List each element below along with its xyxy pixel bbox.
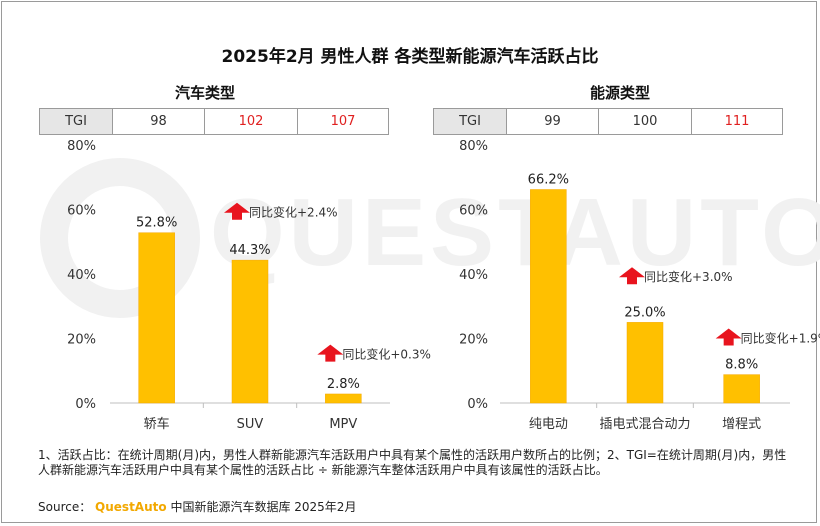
source-prefix: Source： — [38, 500, 92, 514]
bar-value-label: 8.8% — [725, 358, 758, 373]
tgi-value: 100 — [598, 109, 691, 134]
bar-value-label: 25.0% — [624, 305, 665, 320]
source-line: Source： QuestAuto 中国新能源汽车数据库 2025年2月 — [38, 498, 356, 515]
bar — [723, 374, 760, 404]
up-arrow-icon — [224, 202, 250, 220]
change-annotation: 同比变化+1.9% — [741, 331, 820, 346]
y-tick-label: 0% — [75, 397, 96, 412]
tgi-value: 107 — [297, 109, 388, 134]
tgi-header: TGI — [40, 109, 112, 134]
left-tgi-table: TGI 98 102 107 — [39, 108, 389, 135]
change-annotation: 同比变化+3.0% — [644, 269, 733, 284]
x-tick-label: 增程式 — [722, 417, 761, 432]
y-tick-label: 60% — [67, 204, 96, 219]
y-tick-label: 40% — [459, 268, 488, 283]
right-chart-subtitle: 能源类型 — [589, 84, 650, 102]
y-tick-label: 20% — [67, 333, 96, 348]
y-tick-label: 80% — [459, 139, 488, 154]
bar-value-label: 44.3% — [229, 243, 270, 258]
left-chart-subtitle: 汽车类型 — [174, 84, 235, 102]
y-tick-label: 20% — [459, 333, 488, 348]
change-annotation: 同比变化+2.4% — [249, 205, 338, 220]
bar-value-label: 66.2% — [528, 173, 569, 188]
bar — [138, 232, 175, 404]
right-tgi-table: TGI 99 100 111 — [433, 108, 783, 135]
x-tick-label: SUV — [237, 417, 264, 432]
bar — [325, 393, 362, 404]
x-tick-label: 纯电动 — [529, 417, 568, 432]
tgi-value: 99 — [506, 109, 598, 134]
x-tick-label: 轿车 — [144, 416, 170, 432]
y-tick-label: 60% — [459, 204, 488, 219]
watermark-text: QUESTAUTO — [210, 179, 820, 286]
x-tick-label: 插电式混合动力 — [599, 417, 690, 432]
footnotes: 1、活跃占比：在统计周期(月)内，男性人群新能源汽车活跃用户中具有某个属性的活跃… — [38, 448, 787, 477]
tgi-value: 102 — [204, 109, 297, 134]
bar — [530, 189, 567, 404]
change-annotation: 同比变化+0.3% — [342, 347, 431, 362]
up-arrow-icon — [619, 267, 645, 285]
y-tick-label: 0% — [467, 397, 488, 412]
up-arrow-icon — [317, 344, 344, 362]
bar-value-label: 2.8% — [327, 377, 360, 392]
bar — [231, 259, 269, 404]
chart-title: 2025年2月 男性人群 各类型新能源汽车活跃占比 — [221, 47, 599, 67]
bar — [626, 322, 664, 404]
bar-value-label: 52.8% — [136, 216, 177, 231]
up-arrow-icon — [715, 328, 742, 346]
tgi-header: TGI — [434, 109, 506, 134]
x-tick-label: MPV — [329, 417, 357, 432]
y-tick-label: 40% — [67, 268, 96, 283]
source-suffix: 中国新能源汽车数据库 2025年2月 — [170, 500, 357, 514]
tgi-value: 111 — [691, 109, 782, 134]
source-brand: QuestAuto — [95, 500, 167, 514]
y-tick-label: 80% — [67, 139, 96, 154]
tgi-value: 98 — [112, 109, 204, 134]
